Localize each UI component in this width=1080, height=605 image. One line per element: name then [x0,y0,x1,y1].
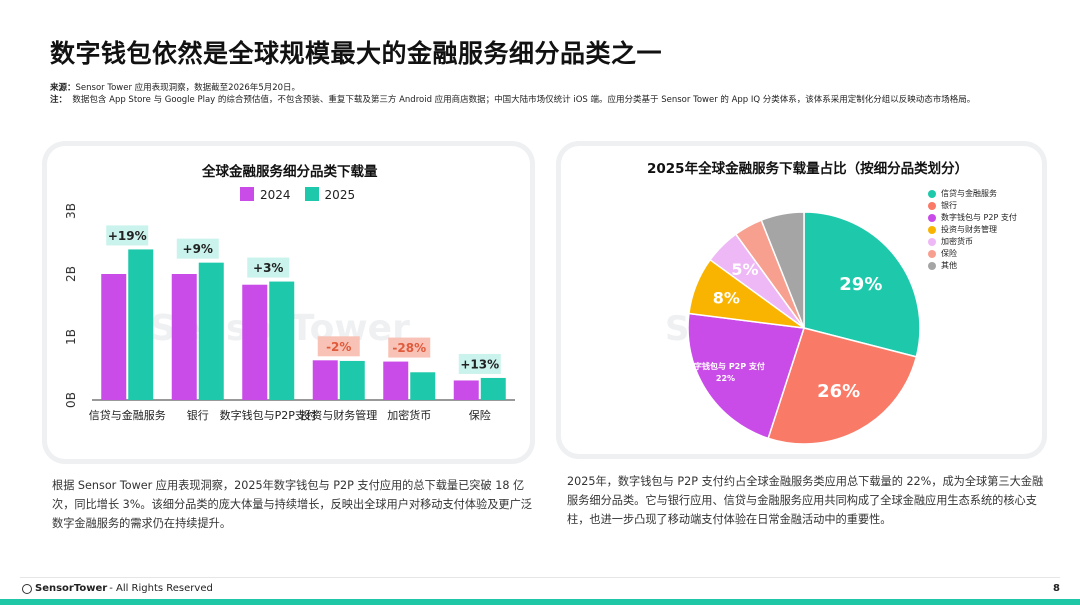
page-title: 数字钱包依然是全球规模最大的金融服务细分品类之一 [50,39,663,68]
pie-legend-label: 银行 [941,201,957,210]
pie-legend-swatch [928,214,936,222]
pie-slice-callout: 数字钱包与 P2P 支付 [686,361,765,371]
growth-label: -28% [392,341,426,355]
bar-2025 [198,262,224,400]
bar-2025 [480,377,506,400]
pie-chart-legend: 信贷与金融服务 银行数字钱包与 P2P 支付 投资与财务管理 加密货币保险其他 [928,188,1017,272]
footer-logo: SensorTower - All Rights Reserved [22,583,213,594]
pie-legend-label: 保险 [941,249,957,258]
pie-slice-label: 5% [731,260,758,279]
growth-label-bg [388,337,431,358]
pie-legend-item: 加密货币 [928,236,1017,248]
pie-legend-swatch [928,238,936,246]
y-tick-label: 3B [64,203,78,219]
pie-legend-item: 数字钱包与 P2P 支付 [928,212,1017,224]
legend-item-2024: 2024 [240,187,291,202]
x-tick-label: 投资与财务管理 [300,408,377,422]
source-line: 来源：Sensor Tower 应用表现洞察，数据截至2026年5月20日。 [50,82,990,94]
growth-label-bg [176,238,219,259]
legend-label-2025: 2025 [324,188,356,202]
pie-slice [767,327,918,445]
pie-slice [760,211,805,329]
legend-swatch-2024 [240,187,254,201]
sensor-tower-logo-icon [22,583,32,594]
legend-swatch-2025 [304,187,319,201]
pie-legend-swatch [928,202,936,210]
y-tick-label: 0B [64,392,78,408]
pie-slice-label: 22% [716,374,735,383]
page-number: 8 [1053,583,1060,594]
bar-chart-title: 全球金融服务细分品类下载量 [202,164,378,180]
growth-label: +19% [108,229,147,243]
right-paragraph: 2025年，数字钱包与 P2P 支付约占全球金融服务类应用总下载量的 22%，成… [567,475,1044,526]
bar-2025 [410,372,436,400]
growth-label-bg [317,336,360,357]
pie-slice-label: 29% [839,274,882,295]
legend-item-2025: 2025 [304,187,356,202]
growth-label-bg [247,257,290,278]
note-text: 数据包含 App Store 与 Google Play 的综合预估值，不包含预… [72,95,976,105]
bar-2025 [269,281,295,400]
x-tick-label: 数字钱包与P2P支付 [220,408,317,422]
pie-legend-item: 投资与财务管理 [928,224,1017,236]
growth-label-bg [458,353,501,374]
bar-chart-legend: 2024 2025 [240,187,355,202]
pie-legend-item: 保险 [928,248,1017,260]
y-tick-label: 1B [64,329,78,345]
bar-2024 [383,361,409,400]
source-label: 来源： [50,83,76,93]
bar-2025 [339,360,365,400]
growth-label-bg [106,225,149,246]
pie-legend-label: 投资与财务管理 [941,225,997,234]
note-line: 注： 数据包含 App Store 与 Google Play 的综合预估值，不… [50,94,990,106]
bar-2025 [128,249,154,400]
x-tick-label: 保险 [469,408,491,422]
pie-legend-swatch [928,190,936,198]
growth-label: +3% [253,261,283,275]
pie-legend-label: 信贷与金融服务 [941,189,997,198]
pie-slice [803,211,921,358]
pie-legend-swatch [928,250,936,258]
pie-chart-title: 2025年全球金融服务下载量占比（按细分品类划分） [647,161,969,177]
pie-legend-swatch [928,226,936,234]
bar-2024 [242,284,268,400]
pie-slice-label: 8% [713,288,740,307]
pie-legend-item: 其他 [928,260,1017,272]
bar-2024 [171,274,197,400]
x-tick-label: 银行 [187,408,209,422]
pie-legend-label: 数字钱包与 P2P 支付 [941,213,1017,222]
source-text: Sensor Tower 应用表现洞察，数据截至2026年5月20日。 [75,83,301,93]
bar-2024 [101,274,127,400]
footer-divider [20,577,1060,578]
x-tick-label: 信贷与金融服务 [89,408,166,422]
source-notes: 来源：Sensor Tower 应用表现洞察，数据截至2026年5月20日。 注… [50,82,990,106]
note-label: 注： [50,95,68,105]
growth-label: +13% [460,357,499,371]
footer-rights: - All Rights Reserved [109,583,213,594]
left-paragraph: 根据 Sensor Tower 应用表现洞察，2025年数字钱包与 P2P 支付… [52,479,532,530]
pie-legend-item: 银行 [928,200,1017,212]
growth-label: -2% [326,340,351,354]
bar-2024 [312,360,338,400]
growth-label: +9% [183,242,213,256]
pie-legend-item: 信贷与金融服务 [928,188,1017,200]
legend-label-2024: 2024 [260,188,291,202]
footer-brand: SensorTower [35,583,108,594]
y-tick-label: 2B [64,266,78,282]
pie-legend-label: 其他 [941,261,957,270]
bottom-accent-bar [0,599,1080,605]
x-tick-label: 加密货币 [387,408,431,422]
pie-legend-swatch [928,262,936,270]
pie-slice-label: 26% [817,381,860,402]
pie-legend-label: 加密货币 [941,237,973,246]
pie-slice [687,312,805,440]
bar-2024 [453,380,479,400]
